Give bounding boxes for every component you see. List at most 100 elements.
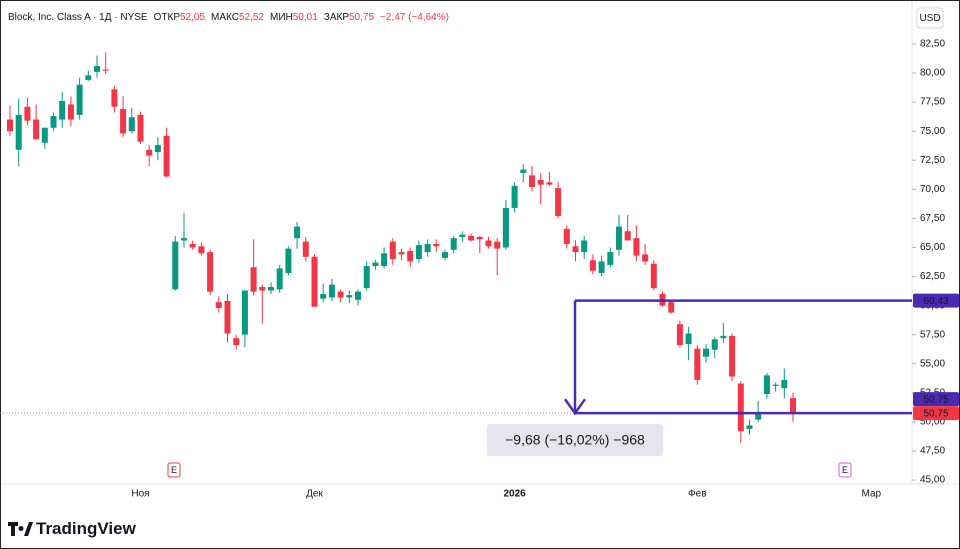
- header: Block, Inc. Class A · 1Д · NYSE ОТКР52,05…: [8, 12, 449, 23]
- y-tick-label: 57,50: [920, 329, 945, 340]
- candle-body: [146, 149, 153, 156]
- y-tick-label: 82,50: [920, 39, 945, 50]
- candle-body: [572, 246, 579, 253]
- candle-body: [598, 261, 605, 274]
- x-tick-label: 2026: [503, 489, 526, 500]
- candle-body: [685, 333, 692, 344]
- candle-body: [737, 383, 744, 432]
- candle-body: [181, 238, 187, 241]
- candle-body: [198, 246, 205, 254]
- candle-body: [50, 116, 57, 128]
- y-tick-label: 77,50: [920, 97, 945, 108]
- price-label: 50,75: [923, 394, 948, 405]
- candle-body: [563, 228, 570, 244]
- price-label: 50,75: [923, 408, 948, 419]
- candle-body: [502, 207, 509, 248]
- candle-body: [790, 398, 796, 414]
- brand: TradingView: [36, 519, 137, 538]
- x-tick-label: Мар: [862, 489, 882, 500]
- candle-body: [546, 182, 553, 185]
- candle-body: [285, 248, 292, 274]
- candle-body: [711, 339, 718, 350]
- stat-value: 52,52: [239, 12, 264, 23]
- currency: USD: [919, 13, 940, 24]
- candle-body: [85, 75, 92, 81]
- candle-body: [415, 245, 422, 260]
- candle-body: [346, 295, 353, 298]
- candle-body: [520, 169, 527, 174]
- candle-body: [442, 252, 448, 258]
- candle-body: [746, 425, 753, 429]
- price-label-box: [913, 392, 959, 407]
- candle-body: [128, 117, 135, 132]
- candle-body: [398, 252, 405, 255]
- candle-body: [33, 119, 40, 140]
- candle-body: [476, 236, 483, 240]
- candle-body: [207, 252, 214, 292]
- stat-label: ЗАКР: [324, 12, 350, 23]
- candle-body: [529, 175, 535, 187]
- candle-body: [755, 413, 762, 420]
- candle-body: [268, 287, 274, 291]
- candle-body: [163, 135, 170, 177]
- measure-label-box: [487, 424, 663, 457]
- candle-body: [450, 238, 457, 250]
- candle-body: [94, 66, 100, 72]
- candle-body: [15, 114, 22, 150]
- candle-body: [729, 335, 736, 377]
- y-tick-label: 50,00: [920, 417, 945, 428]
- candle-body: [215, 302, 222, 308]
- candle-body: [676, 324, 683, 346]
- measure-arrow-head: [563, 398, 587, 416]
- symbol-title: Block, Inc. Class A · 1Д · NYSE: [8, 12, 148, 23]
- candle-body: [59, 100, 66, 120]
- earnings-label: E: [171, 465, 177, 475]
- candle-body: [772, 384, 779, 386]
- candle-body: [102, 69, 109, 71]
- candle-body: [67, 104, 74, 120]
- candle-body: [311, 256, 318, 307]
- stat-value: 52,05: [180, 12, 205, 23]
- candle-body: [154, 145, 161, 153]
- candle-body: [485, 240, 492, 247]
- candle-body: [120, 109, 127, 134]
- y-tick-label: 55,00: [920, 358, 945, 369]
- candle-body: [555, 188, 562, 217]
- candle-body: [424, 243, 431, 253]
- candle-body: [468, 235, 475, 241]
- candle-body: [763, 375, 770, 394]
- stat-label: МИН: [270, 12, 293, 23]
- candle-body: [337, 291, 344, 298]
- candle-body: [276, 268, 283, 290]
- stat-value: 50,75: [349, 12, 374, 23]
- price-label-box: [913, 293, 959, 308]
- logo: TradingView: [8, 519, 137, 538]
- candle-body: [294, 226, 301, 239]
- candle-body: [650, 263, 657, 289]
- candle-body: [459, 234, 466, 237]
- candle-body: [172, 241, 179, 290]
- candle-body: [407, 250, 414, 262]
- candle-body: [720, 335, 727, 339]
- candle-body: [589, 260, 596, 271]
- candle-body: [433, 243, 440, 247]
- candle-body: [581, 240, 588, 253]
- candle-body: [41, 127, 48, 143]
- candle-body: [7, 119, 13, 132]
- candle-body: [781, 380, 788, 389]
- candle-body: [137, 114, 144, 142]
- candle-body: [703, 348, 709, 357]
- price-label-box: [913, 406, 959, 421]
- candle-body: [320, 293, 327, 299]
- candle-body: [537, 180, 544, 185]
- candle-body: [302, 241, 309, 257]
- candle-body: [224, 300, 231, 334]
- x-tick-label: Ноя: [131, 489, 149, 500]
- logo-icon: [8, 522, 33, 536]
- y-tick-label: 80,00: [920, 68, 945, 79]
- y-tick-label: 65,00: [920, 242, 945, 253]
- candle-body: [372, 262, 379, 267]
